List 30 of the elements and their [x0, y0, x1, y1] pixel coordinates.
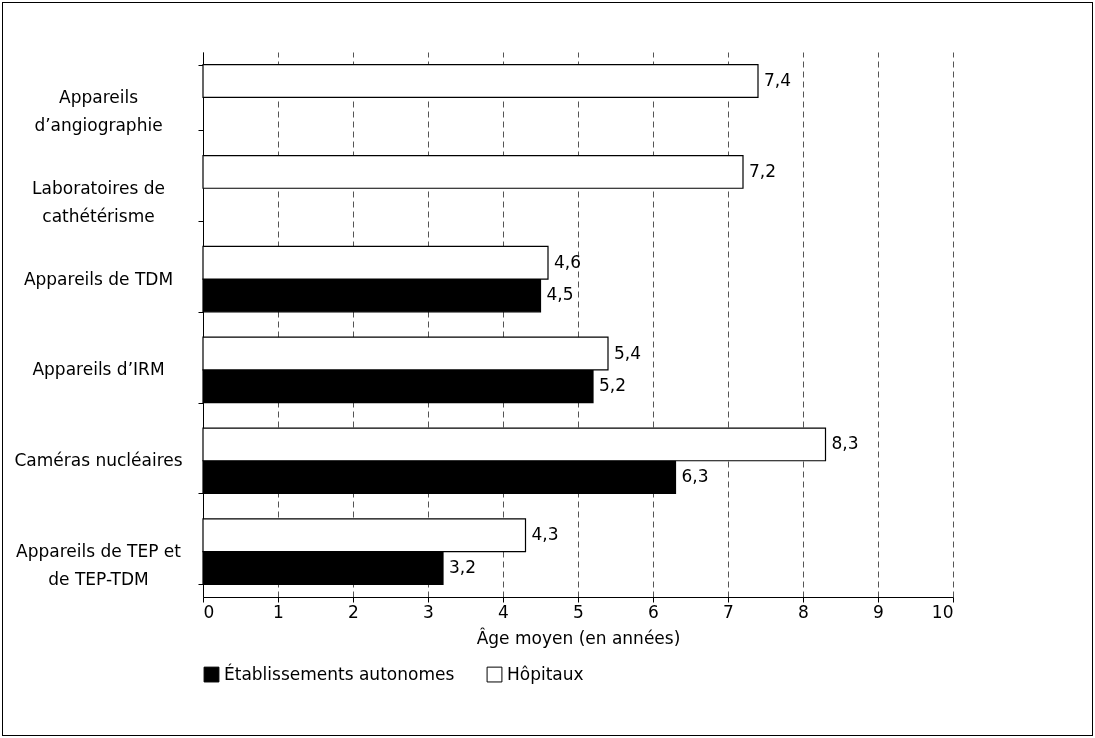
data-label: 7,2	[749, 160, 777, 181]
x-tick-label: 0	[203, 601, 215, 622]
x-tick-label: 2	[348, 601, 359, 622]
x-tick-label: 4	[498, 601, 509, 622]
x-tick-label: 3	[423, 601, 434, 622]
x-tick-label: 1	[273, 601, 284, 622]
data-label: 4,5	[546, 284, 574, 305]
y-tick-label: Appareils de TEP et de TEP-TDM	[16, 541, 182, 590]
y-tick-label: Caméras nucléaires	[14, 450, 183, 471]
x-tick-label: 8	[798, 601, 809, 622]
y-tick-label: Appareils d’angiographie	[34, 86, 163, 135]
x-tick-label: 7	[723, 601, 734, 622]
data-label: 8,3	[831, 433, 859, 454]
x-tick-label: 5	[573, 601, 584, 622]
y-tick-label: Appareils d’IRM	[32, 359, 165, 380]
x-tick-label: 10	[931, 601, 954, 622]
data-label: 6,3	[681, 466, 709, 487]
x-tick-label: 6	[648, 601, 659, 622]
x-tick-label: 9	[873, 601, 884, 622]
data-label: 3,2	[449, 556, 477, 577]
y-tick-label: Laboratoires de cathétérisme	[32, 177, 165, 226]
data-label: 7,4	[764, 70, 792, 91]
legend-label: Établissements autonomes	[224, 662, 455, 684]
data-label: 4,3	[531, 524, 559, 545]
data-label: 5,4	[614, 342, 642, 363]
legend-label: Hôpitaux	[507, 663, 584, 684]
x-axis-title: Âge moyen (en années)	[476, 626, 681, 648]
y-tick-label: Appareils de TDM	[23, 268, 174, 289]
data-label: 4,6	[554, 251, 582, 272]
data-label: 5,2	[599, 375, 627, 396]
